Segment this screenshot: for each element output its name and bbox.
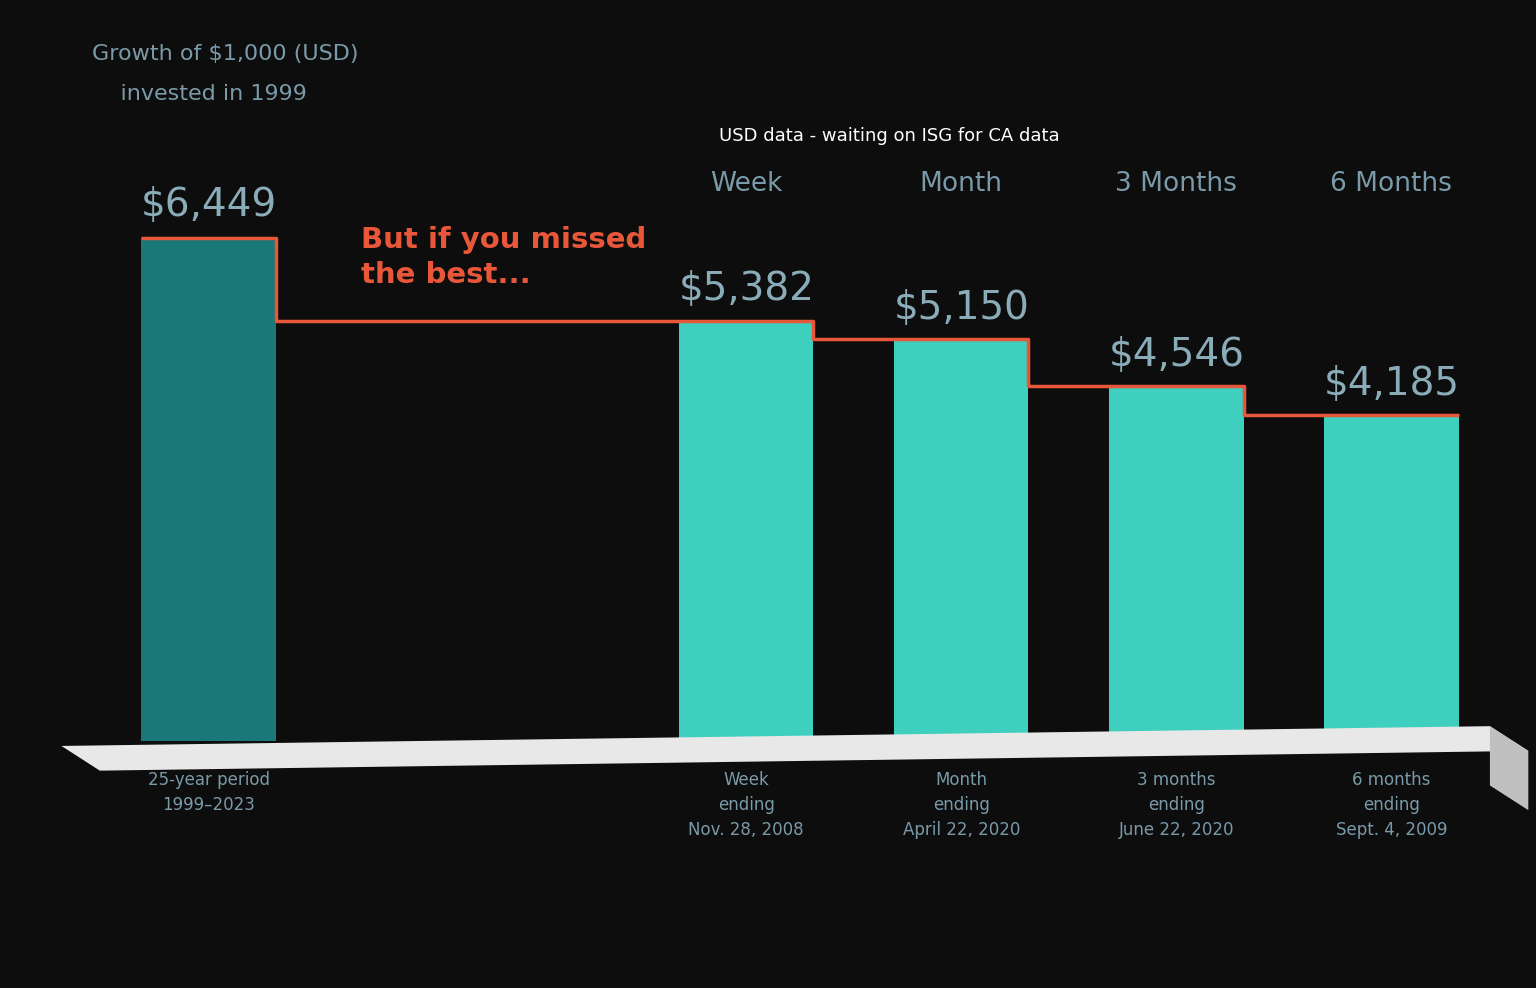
Polygon shape — [61, 726, 1528, 771]
Bar — [679, 321, 814, 741]
Text: Growth of $1,000 (USD): Growth of $1,000 (USD) — [92, 44, 359, 64]
Bar — [1109, 386, 1244, 741]
Text: 25-year period
1999–2023: 25-year period 1999–2023 — [147, 771, 270, 814]
Text: 3 months
ending
June 22, 2020: 3 months ending June 22, 2020 — [1118, 771, 1233, 839]
Text: Month: Month — [920, 171, 1003, 197]
Bar — [141, 238, 276, 741]
Text: $4,185: $4,185 — [1324, 365, 1459, 403]
Bar — [894, 339, 1029, 741]
Text: Week
ending
Nov. 28, 2008: Week ending Nov. 28, 2008 — [688, 771, 803, 839]
Text: $4,546: $4,546 — [1109, 336, 1244, 373]
Text: 6 Months: 6 Months — [1330, 171, 1453, 197]
Text: Week: Week — [710, 171, 782, 197]
Text: Month
ending
April 22, 2020: Month ending April 22, 2020 — [903, 771, 1020, 839]
Text: $5,150: $5,150 — [894, 288, 1029, 327]
Text: USD data - waiting on ISG for CA data: USD data - waiting on ISG for CA data — [719, 127, 1060, 145]
Text: invested in 1999: invested in 1999 — [92, 84, 307, 104]
Bar — [1324, 415, 1459, 741]
Text: But if you missed
the best...: But if you missed the best... — [361, 226, 647, 288]
Polygon shape — [1490, 726, 1528, 810]
Text: 3 Months: 3 Months — [1115, 171, 1238, 197]
Text: 6 months
ending
Sept. 4, 2009: 6 months ending Sept. 4, 2009 — [1336, 771, 1447, 839]
Text: $5,382: $5,382 — [679, 270, 814, 308]
Text: $6,449: $6,449 — [140, 186, 276, 224]
